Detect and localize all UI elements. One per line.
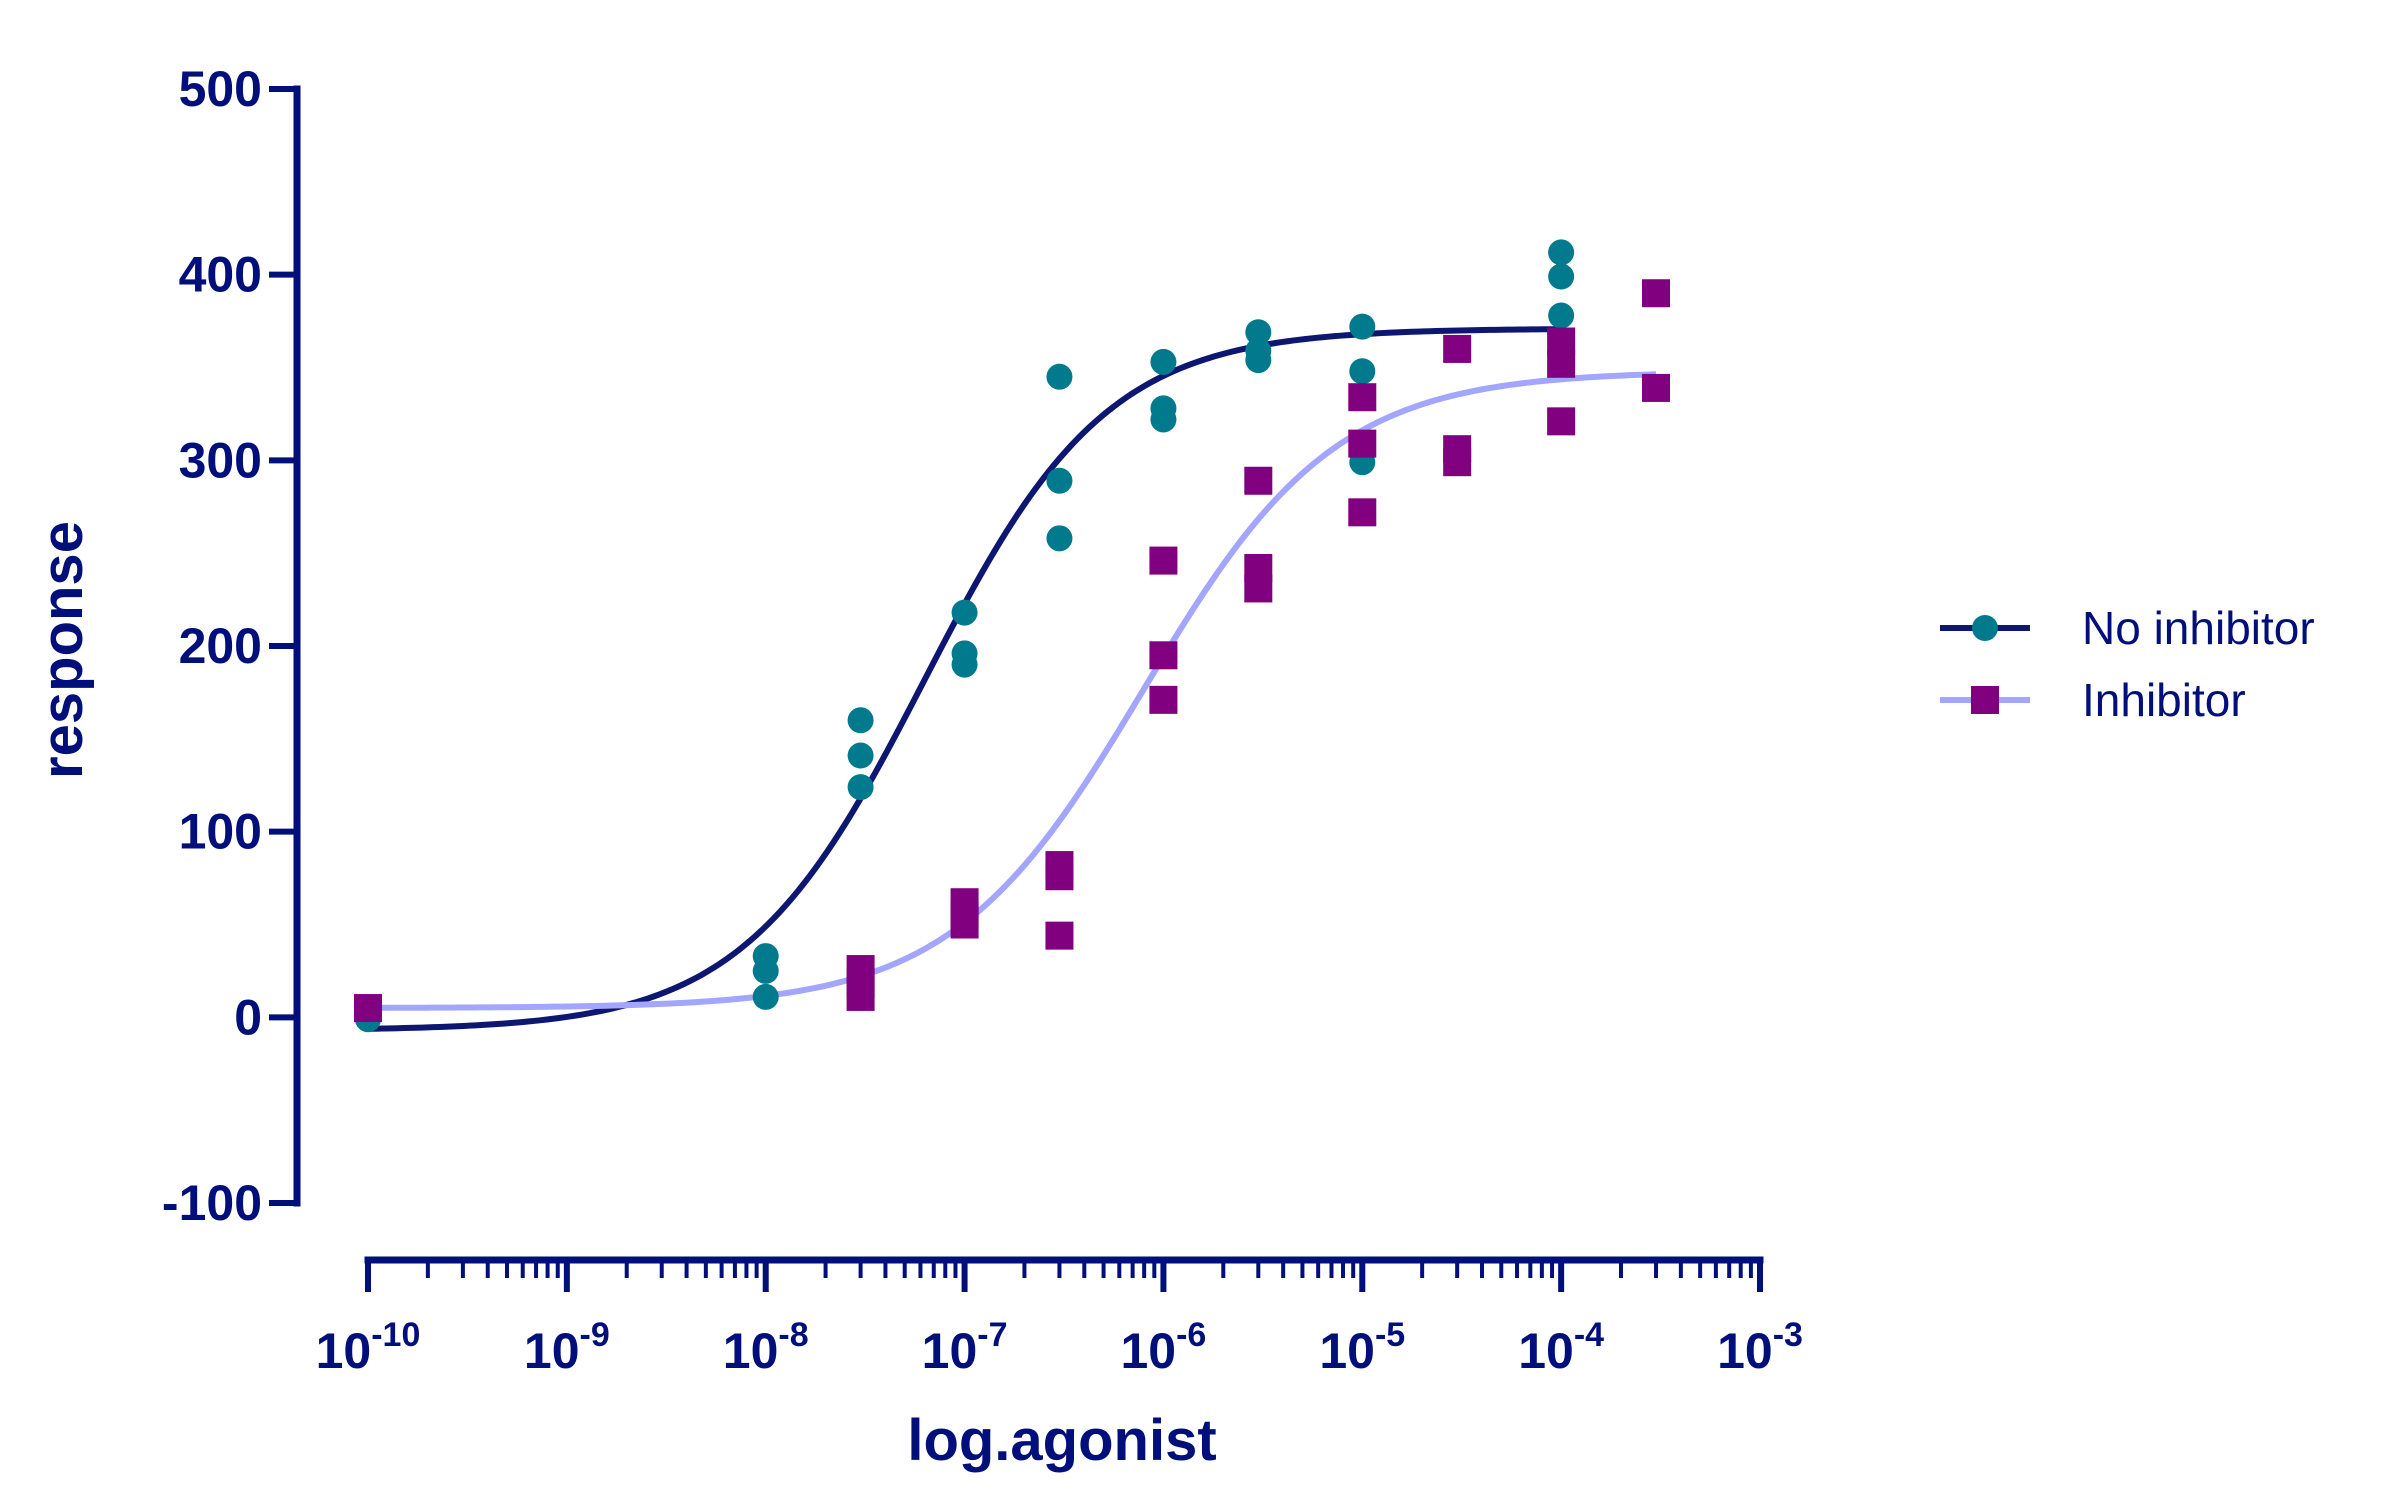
data-point-inhibitor: [1642, 373, 1671, 402]
data-point-inhibitor: [1149, 685, 1178, 714]
data-point-no-inhibitor: [1046, 525, 1073, 552]
data-point-inhibitor: [354, 994, 382, 1023]
legend: No inhibitor Inhibitor: [1940, 602, 2315, 726]
data-point-no-inhibitor: [951, 651, 978, 678]
data-point-inhibitor: [1045, 862, 1074, 891]
data-point-inhibitor: [1244, 466, 1273, 495]
data-point-no-inhibitor: [752, 957, 779, 984]
x-tick-label: 10-8: [723, 1316, 809, 1379]
y-tick-label: -100: [162, 1175, 262, 1231]
y-tick-label: 200: [179, 618, 262, 674]
legend-label-no-inhibitor: No inhibitor: [2082, 602, 2315, 654]
x-axis-title: log.agonist: [907, 1408, 1216, 1473]
x-tick-label: 10-6: [1120, 1316, 1206, 1379]
y-axis-title: response: [30, 521, 95, 779]
data-point-inhibitor: [1547, 407, 1576, 436]
data-point-inhibitor: [1244, 574, 1273, 603]
data-points: [354, 239, 1671, 1033]
data-point-inhibitor: [1348, 429, 1377, 458]
x-tick-label: 10-4: [1518, 1316, 1604, 1379]
data-point-inhibitor: [950, 910, 979, 939]
fit-curves: [367, 326, 1657, 1032]
data-point-inhibitor: [1443, 448, 1472, 477]
data-point-inhibitor: [1045, 921, 1074, 950]
y-tick-label: 300: [179, 432, 262, 488]
y-axis: -100 0 100 200 300 400 500: [162, 61, 301, 1231]
data-point-no-inhibitor: [1349, 313, 1376, 340]
data-point-inhibitor: [846, 982, 875, 1011]
legend-marker-no-inhibitor: [1972, 615, 1998, 641]
x-axis: 10-10 10-9 10-8 10-7 10-6 10-5 10-4 10-3: [316, 1256, 1803, 1379]
data-point-inhibitor: [1348, 498, 1377, 527]
data-point-no-inhibitor: [847, 774, 874, 801]
x-tick-label: 10-9: [524, 1316, 610, 1379]
data-point-inhibitor: [1149, 641, 1178, 670]
data-point-inhibitor: [1348, 383, 1377, 412]
data-point-no-inhibitor: [1150, 406, 1177, 433]
y-tick-label: 0: [234, 989, 262, 1045]
data-point-no-inhibitor: [1046, 467, 1073, 494]
data-point-no-inhibitor: [847, 742, 874, 769]
x-tick-label: 10-7: [922, 1316, 1008, 1379]
data-point-no-inhibitor: [1349, 358, 1376, 385]
data-point-no-inhibitor: [1548, 302, 1575, 329]
data-point-no-inhibitor: [1150, 348, 1177, 375]
y-tick-label: 400: [179, 247, 262, 303]
data-point-inhibitor: [1443, 334, 1472, 363]
x-tick-label: 10-10: [316, 1316, 421, 1379]
data-point-inhibitor: [1547, 349, 1576, 378]
data-point-inhibitor: [1642, 279, 1671, 308]
x-tick-label: 10-5: [1319, 1316, 1405, 1379]
legend-label-inhibitor: Inhibitor: [2082, 674, 2246, 726]
data-point-no-inhibitor: [752, 983, 779, 1010]
data-point-no-inhibitor: [951, 599, 978, 626]
legend-marker-inhibitor: [1971, 686, 1999, 714]
data-point-no-inhibitor: [1548, 263, 1575, 290]
fit-curve-inhibitor: [367, 371, 1657, 1011]
data-point-no-inhibitor: [1245, 347, 1272, 374]
data-point-no-inhibitor: [847, 707, 874, 734]
y-tick-label: 500: [179, 61, 262, 117]
x-tick-label: 10-3: [1717, 1316, 1803, 1379]
y-tick-label: 100: [179, 804, 262, 860]
data-point-no-inhibitor: [1548, 239, 1575, 266]
data-point-no-inhibitor: [1046, 363, 1073, 390]
data-point-no-inhibitor: [1245, 319, 1272, 346]
data-point-inhibitor: [1149, 546, 1178, 575]
